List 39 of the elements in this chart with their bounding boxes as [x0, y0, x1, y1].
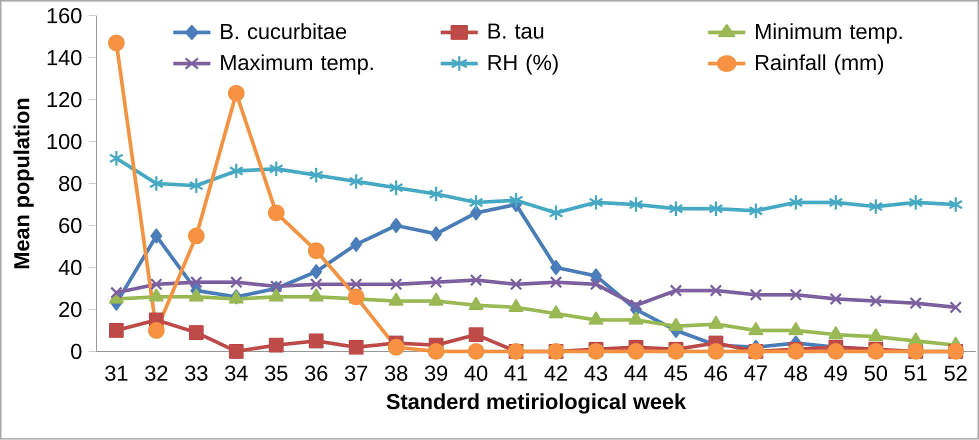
legend-label: Maximum temp. — [221, 54, 373, 75]
y-tick-label: 120 — [48, 92, 82, 108]
x-tick-label: 32 — [145, 366, 168, 382]
y-tick-label: 140 — [48, 50, 82, 66]
x-tick-label: 42 — [544, 366, 567, 381]
x-tick-label: 46 — [704, 366, 728, 382]
legend-label: B. tau — [488, 24, 544, 39]
x-tick-label: 34 — [225, 366, 248, 382]
y-axis-title: Mean population — [13, 98, 34, 268]
x-tick-label: 31 — [105, 366, 128, 382]
x-tick-label: 45 — [664, 366, 688, 381]
legend-label: Minimum temp. — [756, 23, 902, 44]
x-tick-label: 35 — [265, 366, 288, 382]
legend-label: B. cucurbitae — [221, 23, 346, 40]
x-tick-label: 33 — [185, 366, 208, 382]
y-tick-label: 100 — [48, 134, 82, 150]
x-tick-label: 37 — [344, 366, 368, 382]
x-tick-label: 51 — [904, 366, 927, 381]
y-tick-label: 20 — [59, 302, 82, 318]
x-tick-label: 52 — [944, 366, 967, 382]
legend-label: Rainfall (mm) — [756, 54, 884, 75]
x-axis-title: Standerd metiriological week — [386, 394, 686, 414]
y-tick-label: 80 — [59, 176, 82, 192]
x-tick-label: 40 — [464, 366, 488, 382]
x-tick-label: 50 — [864, 366, 888, 382]
legend-label: RH (%) — [488, 54, 558, 75]
y-tick-label: 40 — [58, 260, 82, 276]
y-tick-label: 0 — [71, 344, 82, 360]
x-tick-label: 49 — [824, 366, 847, 382]
x-tick-label: 43 — [584, 366, 608, 382]
x-tick-label: 44 — [624, 366, 648, 381]
x-tick-label: 38 — [384, 366, 408, 382]
x-tick-label: 41 — [504, 366, 528, 381]
y-tick-label: 60 — [59, 218, 82, 234]
y-tick-label: 160 — [48, 8, 82, 24]
x-tick-label: 47 — [744, 366, 767, 381]
x-tick-label: 39 — [424, 366, 448, 382]
x-tick-label: 36 — [304, 366, 328, 382]
x-tick-label: 48 — [784, 366, 807, 382]
